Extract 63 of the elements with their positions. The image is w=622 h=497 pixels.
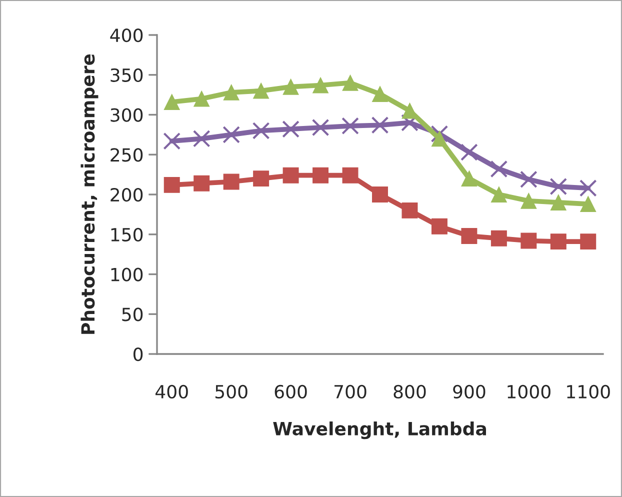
point xyxy=(163,132,181,150)
y-tick-label: 250 xyxy=(110,148,143,162)
point xyxy=(223,84,240,100)
x-tick-label: 800 xyxy=(394,384,426,399)
y-tick-label: 50 xyxy=(122,308,143,322)
x-tick-label: 600 xyxy=(274,384,307,399)
point xyxy=(520,170,538,188)
y-tick-label: 0 xyxy=(134,347,143,362)
point xyxy=(550,234,566,250)
point xyxy=(312,167,329,184)
y-tick-label: 150 xyxy=(111,228,143,242)
y-tick-label: 300 xyxy=(110,108,143,122)
point xyxy=(579,179,597,197)
point xyxy=(312,77,329,94)
point xyxy=(402,202,418,218)
point xyxy=(550,194,566,210)
point xyxy=(342,74,358,91)
y-tick-label: 200 xyxy=(110,188,143,202)
point xyxy=(223,174,240,190)
point xyxy=(431,130,448,147)
point xyxy=(490,230,507,246)
y-tick-label: 100 xyxy=(111,268,143,282)
point xyxy=(580,196,596,212)
point xyxy=(550,178,568,196)
y-tick-label: 350 xyxy=(110,68,143,82)
point xyxy=(460,144,478,161)
point xyxy=(401,114,418,132)
x-tick-label: 1100 xyxy=(567,384,610,399)
point xyxy=(520,232,537,249)
point xyxy=(431,218,448,234)
point xyxy=(282,120,300,138)
point xyxy=(490,186,507,202)
point xyxy=(430,125,448,143)
y-tick-label: 400 xyxy=(110,28,143,42)
point xyxy=(461,228,478,244)
point xyxy=(194,90,210,107)
point xyxy=(342,117,359,135)
y-axis-title: Photocurrent, microampere xyxy=(80,54,98,334)
x-tick-label: 400 xyxy=(156,384,188,399)
point xyxy=(252,122,270,140)
point xyxy=(222,126,240,144)
x-tick-label: 500 xyxy=(215,384,248,399)
point xyxy=(253,82,270,99)
point xyxy=(282,167,299,184)
point xyxy=(372,186,388,202)
point xyxy=(253,170,270,187)
point xyxy=(312,118,330,136)
point xyxy=(342,167,358,184)
x-tick-label: 700 xyxy=(334,384,366,399)
point xyxy=(461,170,478,187)
point xyxy=(520,192,537,209)
point xyxy=(164,176,180,193)
point xyxy=(282,78,299,95)
x-tick-label: 900 xyxy=(453,384,486,399)
point xyxy=(490,160,508,178)
point xyxy=(164,94,180,110)
point xyxy=(580,234,596,250)
x-axis-title: Wavelenght, Lambda xyxy=(273,421,486,440)
point xyxy=(372,86,388,102)
point xyxy=(371,116,389,134)
point xyxy=(192,130,210,148)
x-tick-label: 1000 xyxy=(508,384,550,399)
point xyxy=(194,175,210,192)
